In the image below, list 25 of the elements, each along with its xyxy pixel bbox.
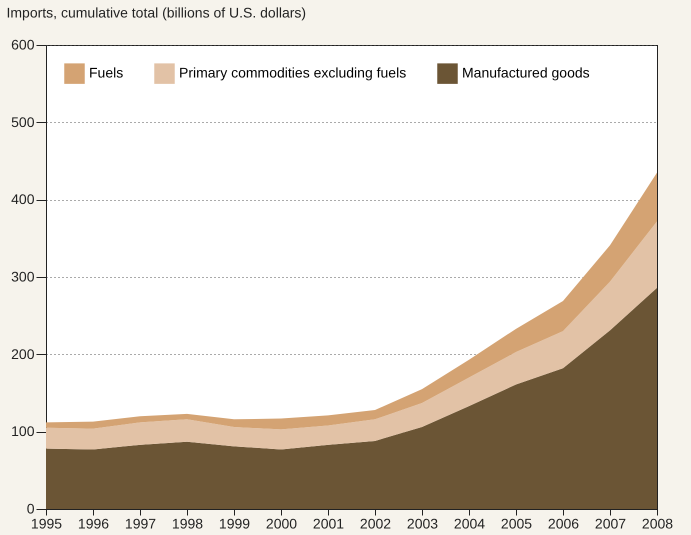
y-tick-label: 600 [11,36,35,52]
x-tick-label: 2002 [360,516,392,532]
x-tick-label: 1995 [30,516,62,532]
x-tick-label: 2001 [312,516,344,532]
legend-label: Fuels [89,64,124,81]
x-tick-label: 1996 [78,516,110,532]
y-tick-label: 100 [11,423,35,440]
x-tick-label: 2003 [406,516,438,532]
x-tick-label: 1998 [172,516,204,532]
y-axis-title: Imports, cumulative total (billions of U.S. dollars) [6,4,306,20]
x-tick-label: 2005 [500,516,532,532]
x-tick-label: 2000 [266,516,298,532]
x-tick-label: 2004 [454,516,486,532]
x-tick-label: 2006 [548,516,580,532]
x-tick-label: 2008 [642,516,674,532]
y-tick-label: 300 [11,268,35,284]
x-tick-label: 1999 [218,516,250,532]
legend-label: Manufactured goods [462,64,590,81]
y-tick-label: 400 [11,191,35,208]
x-tick-label: 1997 [124,516,156,532]
y-tick-label: 500 [11,114,35,130]
legend-label: Primary commodities excluding fuels [179,64,406,81]
y-tick-label: 200 [11,346,35,362]
x-tick-label: 2007 [594,516,626,532]
y-tick-label: 0 [26,500,35,516]
